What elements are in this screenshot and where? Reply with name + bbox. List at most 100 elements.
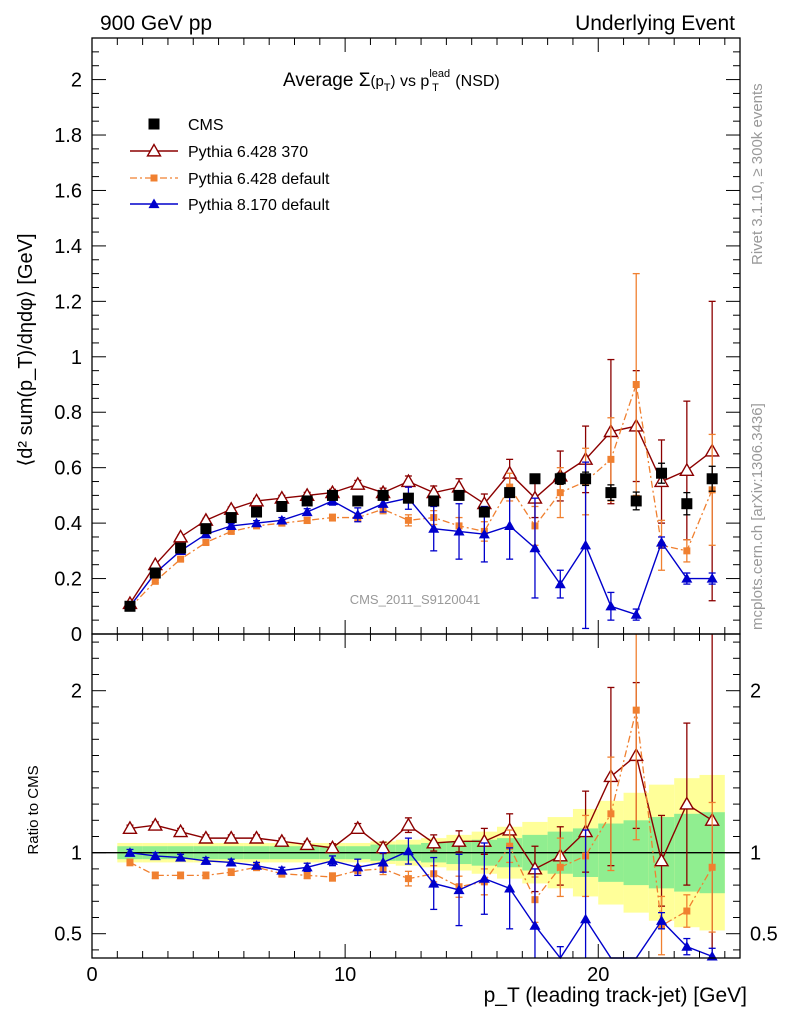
- title-prefix: Average: [283, 70, 359, 91]
- data-point: [428, 877, 440, 888]
- data-point: [274, 833, 290, 847]
- data-point: [706, 573, 718, 583]
- data-point: [506, 483, 514, 491]
- ratio-tick-label-left: 1: [71, 843, 82, 865]
- ratio-tick-label-right: 1: [750, 843, 761, 865]
- data-point: [149, 850, 161, 861]
- data-point: [400, 817, 417, 831]
- legend-label: Pythia 8.170 default: [188, 197, 330, 214]
- data-point: [681, 941, 693, 951]
- data-point: [681, 498, 693, 510]
- legend-label: Pythia 6.428 default: [188, 171, 330, 188]
- data-point: [656, 537, 668, 547]
- plot-title: Average Σ(pT) vs plead T (NSD): [283, 68, 500, 94]
- y-axis-label-ratio: Ratio to CMS: [25, 765, 42, 854]
- analysis-watermark: CMS_2011_S9120041: [350, 592, 481, 607]
- x-tick-label: 10: [334, 964, 356, 986]
- series-line: [129, 709, 713, 927]
- data-point: [177, 555, 185, 563]
- data-point: [400, 473, 417, 488]
- y-tick-label: 0.8: [54, 402, 82, 424]
- ratio-tick-label-left: 0.5: [54, 924, 82, 946]
- title-arg: (p: [370, 73, 383, 90]
- y-axis-label-main: ⟨d² sum(p_T)/dηdφ⟩ [GeV]: [15, 233, 37, 466]
- data-point: [177, 871, 185, 879]
- legend-label: CMS: [188, 117, 224, 134]
- data-point: [276, 500, 288, 512]
- series-line: [129, 497, 713, 616]
- ratio-frame: [91, 633, 741, 959]
- data-point: [223, 830, 239, 844]
- series-ratio-p8: [124, 829, 718, 961]
- data-point: [554, 473, 566, 485]
- data-point: [404, 875, 412, 883]
- series-main-cms: [124, 462, 718, 612]
- data-point: [580, 913, 592, 924]
- data-point: [453, 489, 465, 501]
- data-point: [172, 529, 189, 543]
- title-lead-sup: lead: [429, 68, 450, 80]
- data-point: [656, 915, 668, 925]
- y-tick-label: 1.2: [54, 291, 82, 313]
- data-point: [506, 842, 514, 850]
- data-point: [706, 950, 718, 961]
- series-main-p6_default: [126, 272, 716, 612]
- data-point: [679, 796, 695, 810]
- legend-entry-p8: Pythia 8.170 default: [130, 197, 330, 214]
- data-point: [478, 528, 490, 539]
- data-point: [504, 882, 516, 893]
- y-tick-label: 1: [71, 347, 82, 369]
- data-point: [529, 473, 541, 485]
- data-point: [504, 520, 516, 531]
- y-tick-label: 0.6: [54, 458, 82, 480]
- data-point: [324, 839, 341, 854]
- data-point: [377, 498, 389, 508]
- legend-entry-p6_default: Pythia 6.428 default: [130, 171, 330, 188]
- data-point: [706, 473, 718, 485]
- legend-label: Pythia 6.428 370: [188, 144, 308, 161]
- data-point: [350, 476, 366, 490]
- data-point: [150, 174, 158, 182]
- data-point: [428, 523, 440, 533]
- ratio-uncertainty-bands: [92, 774, 740, 931]
- data-point: [251, 506, 263, 518]
- data-point: [478, 873, 490, 883]
- energy-label: 900 GeV pp: [100, 12, 212, 35]
- x-axis-label: p_T (leading track-jet) [GeV]: [484, 984, 747, 1007]
- data-point: [124, 847, 136, 857]
- data-point: [225, 512, 237, 524]
- data-point: [402, 492, 414, 504]
- x-tick-label: 0: [86, 964, 97, 986]
- data-point: [404, 516, 412, 524]
- series-line: [129, 425, 713, 604]
- data-point: [605, 600, 617, 611]
- data-point: [303, 516, 311, 524]
- data-point: [580, 539, 592, 550]
- data-point: [175, 542, 187, 554]
- data-point: [151, 871, 159, 879]
- data-point: [451, 833, 467, 847]
- data-point: [554, 578, 566, 589]
- data-point: [276, 865, 288, 875]
- data-point: [200, 855, 212, 865]
- ratio-tick-label-left: 2: [71, 681, 82, 703]
- data-point: [607, 455, 615, 463]
- data-point: [276, 514, 288, 525]
- title-suffix: (NSD): [451, 73, 500, 90]
- data-point: [632, 706, 640, 714]
- analysis-label: Underlying Event: [575, 12, 735, 35]
- data-point: [683, 907, 691, 915]
- y-tick-label: 0.2: [54, 569, 82, 591]
- data-point: [630, 609, 642, 619]
- data-point: [529, 542, 541, 553]
- data-point: [202, 871, 210, 879]
- data-point: [126, 858, 134, 866]
- data-point: [681, 573, 693, 583]
- data-point: [377, 856, 389, 867]
- data-point: [301, 506, 313, 517]
- data-point: [227, 527, 235, 535]
- legend-entry-cms: CMS: [148, 117, 224, 134]
- axes-frames: 0 10 20 0 0.2 0.4 0.6 0.8 1 1.2 1.4 1.6 1.8 2 0.5 0.5 1 1…: [54, 37, 778, 986]
- data-point: [632, 381, 640, 389]
- title-arg-sub: T: [384, 82, 391, 94]
